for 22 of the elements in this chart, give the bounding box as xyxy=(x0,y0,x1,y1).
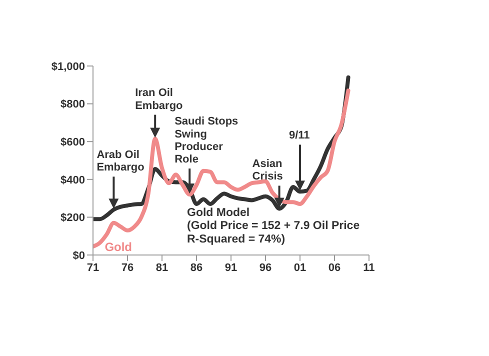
x-tick-label: 86 xyxy=(190,262,203,274)
x-tick-label: 91 xyxy=(224,262,238,274)
y-tick-label: $600 xyxy=(60,136,85,149)
x-tick-label: 11 xyxy=(363,262,375,274)
y-tick-label: $0 xyxy=(72,250,85,262)
annotation: Gold Model (Gold Price = 152 + 7.9 Oil Price R-Squared = 74%) xyxy=(187,207,360,246)
x-tick-label: 76 xyxy=(121,262,134,274)
annotation: Arab Oil Embargo xyxy=(96,149,145,174)
annotation: Saudi Stops Swing Producer Role xyxy=(174,116,238,166)
y-tick-label: $200 xyxy=(60,212,85,224)
x-tick-label: 06 xyxy=(328,262,341,274)
x-tick-label: 71 xyxy=(86,262,100,274)
annotation: Iran Oil Embargo xyxy=(135,87,184,112)
annotation: Asian Crisis xyxy=(252,158,283,183)
y-tick-label: $1,000 xyxy=(51,60,85,73)
x-tick-label: 81 xyxy=(156,262,168,274)
series-label: Gold xyxy=(104,240,132,254)
x-tick-label: 01 xyxy=(294,262,306,274)
annotation: 9/11 xyxy=(289,130,310,142)
y-tick-label: $800 xyxy=(60,98,85,111)
y-tick-label: $400 xyxy=(60,174,85,186)
x-tick-label: 96 xyxy=(259,262,272,274)
